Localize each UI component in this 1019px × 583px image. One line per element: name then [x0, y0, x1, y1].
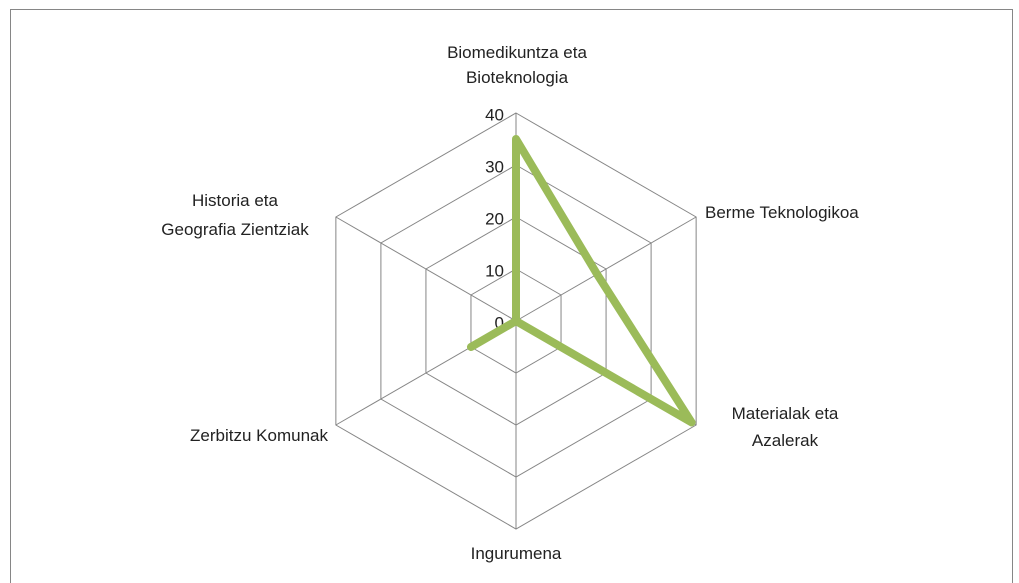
series-line — [466, 135, 696, 427]
tick-label: 10 — [485, 261, 504, 280]
category-label: Biomedikuntza eta Bioteknologia — [447, 43, 587, 87]
category-label: Materialak eta Azalerak — [731, 404, 839, 450]
spoke — [335, 216, 517, 322]
tick-label: 40 — [485, 105, 504, 124]
tick-label: 0 — [495, 313, 504, 332]
frame — [10, 9, 1013, 583]
category-label: Zerbitzu Komunak — [190, 426, 328, 445]
tick-label: 20 — [485, 209, 504, 228]
tick-label: 30 — [485, 157, 504, 176]
spoke — [515, 216, 697, 322]
category-label: Berme Teknologikoa — [705, 203, 859, 222]
category-label: Ingurumena — [470, 544, 562, 563]
category-label: Historia eta Geografia Zientziak — [161, 191, 309, 239]
